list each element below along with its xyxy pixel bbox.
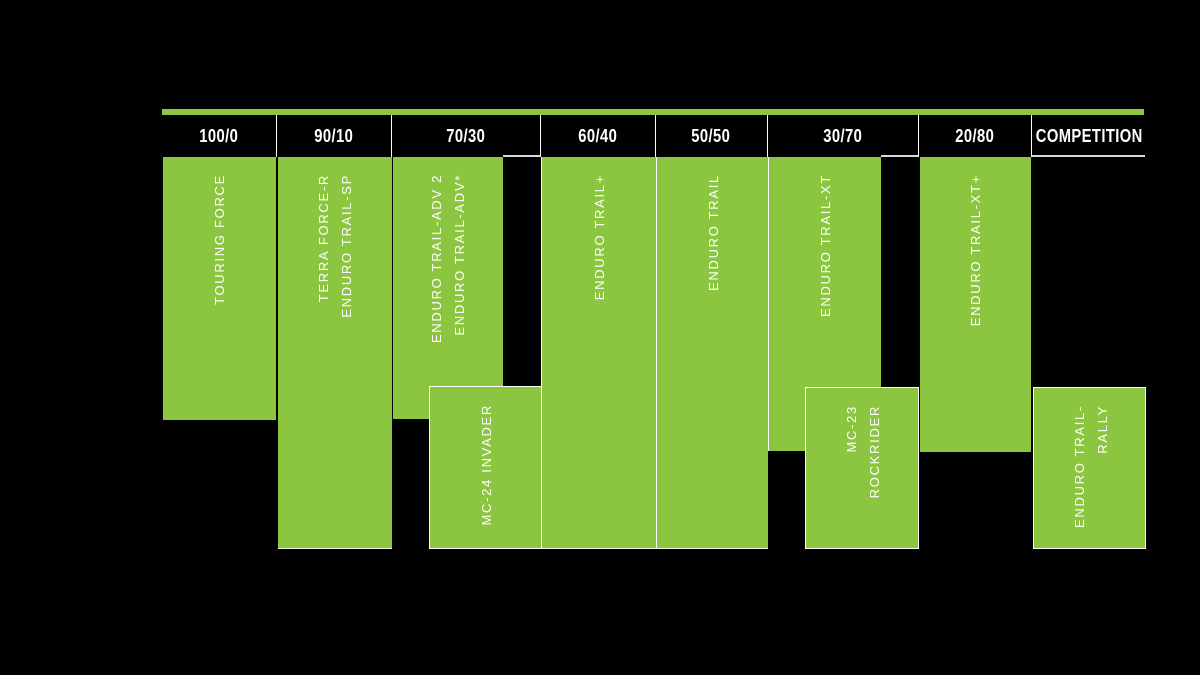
bar-enduro-trail-rally: ENDURO TRAIL-RALLY bbox=[1032, 387, 1146, 549]
bar-label: MC-24 INVADER bbox=[478, 404, 494, 526]
bar-terra-force-r: TERRA FORCE-R ENDURO TRAIL-SP bbox=[278, 157, 392, 549]
header-underline-segment bbox=[881, 155, 919, 157]
header-underline-segment bbox=[1032, 155, 1145, 157]
bar-label: ENDURO TRAIL-XT+ bbox=[967, 174, 983, 327]
bar-mc-23-rockrider: MC-23 ROCKRIDER bbox=[804, 387, 919, 549]
column-header-label: 90/10 bbox=[314, 125, 354, 146]
column-header-competition: COMPETITION bbox=[1032, 115, 1146, 157]
column-header-100-0: 100/0 bbox=[163, 115, 277, 157]
column-header-70-30: 70/30 bbox=[392, 115, 541, 157]
bar-label: ENDURO TRAIL-RALLY bbox=[1071, 405, 1110, 528]
column-header-label: 70/30 bbox=[446, 125, 486, 146]
column-header-20-80: 20/80 bbox=[919, 115, 1032, 157]
header-underline-segment bbox=[503, 155, 541, 157]
bar-mc-24-invader: MC-24 INVADER bbox=[428, 386, 542, 549]
column-header-label: 20/80 bbox=[955, 125, 995, 146]
bar-touring-force: TOURING FORCE bbox=[163, 157, 276, 420]
column-header-50-50: 50/50 bbox=[656, 115, 768, 157]
column-header-label: 30/70 bbox=[822, 125, 862, 146]
header-accent-line bbox=[162, 109, 1144, 115]
bar-label: ENDURO TRAIL-ADV 2 ENDURO TRAIL-ADV* bbox=[429, 174, 467, 344]
bar-enduro-trail-plus: ENDURO TRAIL+ bbox=[541, 157, 656, 549]
column-header-label: 60/40 bbox=[578, 125, 618, 146]
column-header-90-10: 90/10 bbox=[277, 115, 392, 157]
bar-label: ENDURO TRAIL+ bbox=[591, 174, 607, 301]
bar-enduro-trail: ENDURO TRAIL bbox=[655, 157, 768, 549]
column-header-label: 100/0 bbox=[199, 125, 239, 146]
column-header-30-70: 30/70 bbox=[768, 115, 919, 157]
column-header-60-40: 60/40 bbox=[541, 115, 656, 157]
bar-enduro-trail-xt-plus: ENDURO TRAIL-XT+ bbox=[919, 157, 1031, 452]
bar-label: ENDURO TRAIL bbox=[705, 174, 720, 291]
column-header-label: 50/50 bbox=[691, 125, 731, 146]
bar-label: TERRA FORCE-R ENDURO TRAIL-SP bbox=[315, 174, 354, 318]
bar-enduro-trail-adv: ENDURO TRAIL-ADV 2 ENDURO TRAIL-ADV* bbox=[393, 157, 503, 419]
bar-label: TOURING FORCE bbox=[211, 174, 227, 305]
bar-label: MC-23 ROCKRIDER bbox=[843, 405, 882, 499]
column-header-label: COMPETITION bbox=[1035, 125, 1143, 146]
